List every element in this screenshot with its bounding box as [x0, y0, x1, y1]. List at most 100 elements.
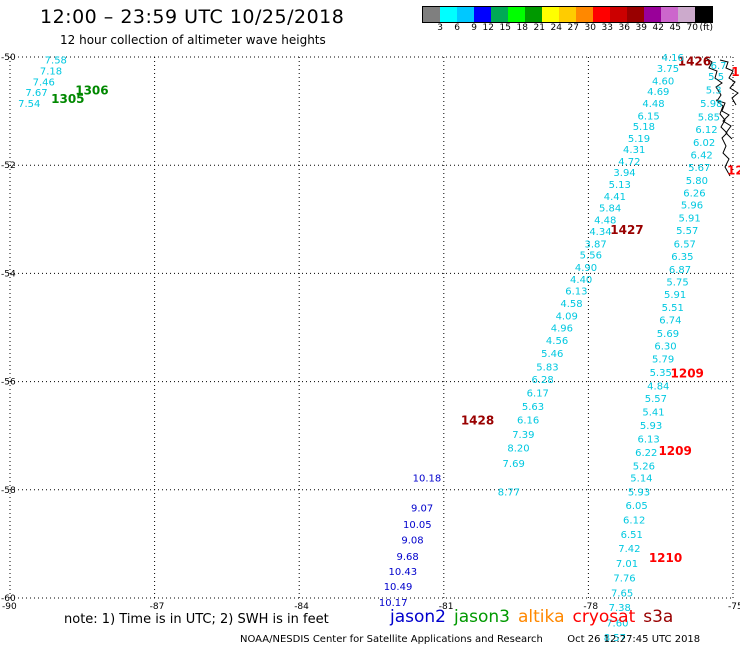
swh-value: 5.67 — [688, 163, 710, 174]
scale-swatch — [627, 7, 644, 22]
scale-swatch — [593, 7, 610, 22]
pass-label: 1426 — [678, 54, 711, 68]
scale-swatch — [440, 7, 457, 22]
pass-label: 1209 — [671, 366, 704, 380]
legend-s3a: s3a — [643, 607, 674, 627]
swh-value: 10.49 — [384, 582, 413, 593]
scale-swatch — [423, 7, 440, 22]
swh-value: 10.18 — [413, 473, 442, 484]
swh-value: 6.35 — [671, 252, 693, 263]
lat-label: -54 — [1, 269, 16, 279]
swh-value: 5.57 — [645, 394, 667, 405]
swh-value: 7.54 — [18, 99, 40, 110]
scale-swatch — [508, 7, 525, 22]
map-title: 12:00 – 23:59 UTC 10/25/2018 — [40, 6, 345, 28]
swh-value: 4.09 — [556, 312, 578, 323]
footer: NOAA/NESDIS Center for Satellite Applica… — [240, 634, 700, 645]
scale-label: 9 — [471, 23, 477, 33]
scale-label: 6 — [454, 23, 460, 33]
swh-value: 5.79 — [652, 354, 674, 365]
swh-value: 6.26 — [683, 188, 705, 199]
scale-label: 24 — [550, 23, 562, 33]
swh-value: 8.57 — [604, 633, 626, 644]
swh-value: 5.46 — [541, 349, 563, 360]
axis-labels: -50 -52 -54 -56 -58 -60-90 -87 -84 -81 -78 -75 — [1, 53, 740, 612]
swh-value: 5.14 — [630, 473, 652, 484]
swh-value: 6.51 — [621, 530, 643, 541]
swh-value: 3.94 — [613, 168, 635, 179]
scale-swatch — [576, 7, 593, 22]
swh-value: 5.57 — [676, 226, 698, 237]
swh-value: 6.13 — [638, 434, 660, 445]
swh-value: 5.5 — [708, 72, 724, 83]
swh-value: 4.16 — [662, 53, 684, 64]
swh-value: 7.58 — [45, 56, 67, 67]
lon-label: -90 — [2, 602, 17, 612]
pass-label: 1427 — [610, 223, 643, 237]
lon-label: -81 — [439, 602, 454, 612]
swh-value: 4.90 — [575, 263, 597, 274]
swh-value: 6.05 — [625, 501, 647, 512]
swh-value: 6.12 — [695, 125, 717, 136]
pass-label: 1428 — [461, 414, 494, 428]
coast-outline — [719, 59, 739, 106]
swh-value: 8.20 — [507, 444, 529, 455]
scale-label: 30 — [584, 23, 596, 33]
swh-value: 8.77 — [498, 487, 520, 498]
scale-label: 39 — [635, 23, 647, 33]
scale-label: 15 — [499, 23, 511, 33]
scale-swatch — [644, 7, 661, 22]
swh-value: 5.85 — [698, 113, 720, 124]
note-text: note: 1) Time is in UTC; 2) SWH is in fe… — [64, 612, 329, 627]
footer-center: NOAA/NESDIS Center for Satellite Applica… — [240, 634, 543, 645]
swh-value: 5.69 — [657, 329, 679, 340]
scale-swatch — [474, 7, 491, 22]
legend-jason2: jason2 — [390, 607, 446, 627]
swh-value: 10.17 — [379, 598, 408, 609]
scale-label: 36 — [618, 23, 630, 33]
swh-value: 4.48 — [594, 215, 616, 226]
swh-value: 6.12 — [623, 516, 645, 527]
swh-value: 6.74 — [659, 315, 681, 326]
lon-label: -78 — [583, 602, 598, 612]
map-grid — [9, 56, 734, 599]
swh-value: 7.60 — [606, 618, 628, 629]
swh-value: 6.7 — [711, 61, 727, 72]
swh-value: 9.07 — [411, 504, 433, 515]
swh-value: 4.34 — [589, 227, 611, 238]
swh-value: 7.39 — [512, 430, 534, 441]
scale-label: 18 — [516, 23, 528, 33]
swh-value: 5.93 — [640, 421, 662, 432]
scale-swatch — [661, 7, 678, 22]
swh-value: 5.98 — [700, 99, 722, 110]
lon-label: -75 — [728, 602, 740, 612]
legend-cryosat: cryosat — [572, 607, 636, 627]
coast-outline — [715, 99, 733, 140]
swh-value: 5.63 — [522, 402, 544, 413]
swh-value: 10.43 — [389, 567, 418, 578]
swh-value: 6.87 — [669, 265, 691, 276]
swh-value: 5.93 — [628, 487, 650, 498]
pass-label: 1209 — [658, 444, 691, 458]
scale-label: 70 — [686, 23, 698, 33]
scale-swatch — [610, 7, 627, 22]
swh-value: 10.05 — [403, 520, 432, 531]
swh-value: 4.96 — [551, 324, 573, 335]
lat-label: -52 — [1, 161, 16, 171]
data-labels: 10.18 9.07 10.05 9.08 9.68 10.43 10.49 10.17 130… — [18, 53, 740, 644]
scale-label: 12 — [482, 23, 494, 33]
pass-label: 1305 — [51, 92, 84, 106]
swh-value: 5.13 — [609, 180, 631, 191]
swh-value: 7.46 — [33, 77, 55, 88]
lat-label: -56 — [1, 378, 16, 388]
scale-label: 27 — [567, 23, 579, 33]
swh-value: 5.80 — [686, 176, 708, 187]
footer-timestamp: Oct 26 12:27:45 UTC 2018 — [567, 634, 701, 645]
pass-label: 1306 — [75, 84, 108, 98]
pass-label: 1210 — [649, 551, 682, 565]
swh-value: 5.3 — [706, 85, 722, 96]
swh-value: 4.41 — [604, 192, 626, 203]
swh-value: 4.56 — [546, 336, 568, 347]
lat-label: -60 — [1, 594, 16, 604]
